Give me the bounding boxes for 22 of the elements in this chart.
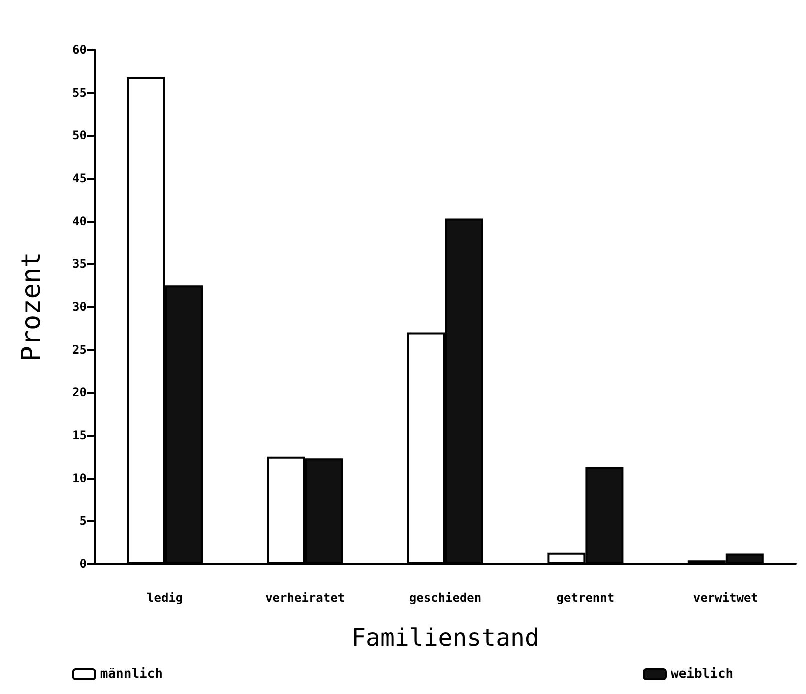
x-tick-label: geschieden — [409, 591, 482, 605]
x-tick-label: verheiratet — [266, 591, 346, 605]
y-tick-label: 30 — [72, 300, 87, 314]
legend-label: weiblich — [671, 667, 734, 682]
y-tick-label: 45 — [72, 172, 87, 186]
y-tick-label: 50 — [72, 128, 87, 143]
x-axis-title: Familienstand — [352, 624, 540, 652]
y-tick-label: 35 — [72, 257, 87, 272]
y-tick-label: 0 — [80, 557, 87, 571]
y-tick-label: 20 — [72, 386, 87, 400]
x-tick-label: getrennt — [556, 591, 615, 605]
y-axis-title: Prozent — [17, 252, 47, 362]
y-tick-label: 5 — [80, 514, 87, 528]
x-tick-label: ledig — [147, 591, 184, 605]
legend-label: männlich — [100, 667, 164, 682]
y-tick-label: 15 — [72, 428, 87, 442]
y-tick-label: 60 — [72, 43, 87, 57]
x-tick-label: verwitwet — [693, 591, 758, 605]
y-tick-label: 25 — [72, 342, 87, 357]
y-tick-label: 40 — [72, 214, 87, 228]
y-tick-label: 10 — [72, 471, 87, 486]
y-tick-label: 55 — [72, 86, 87, 100]
